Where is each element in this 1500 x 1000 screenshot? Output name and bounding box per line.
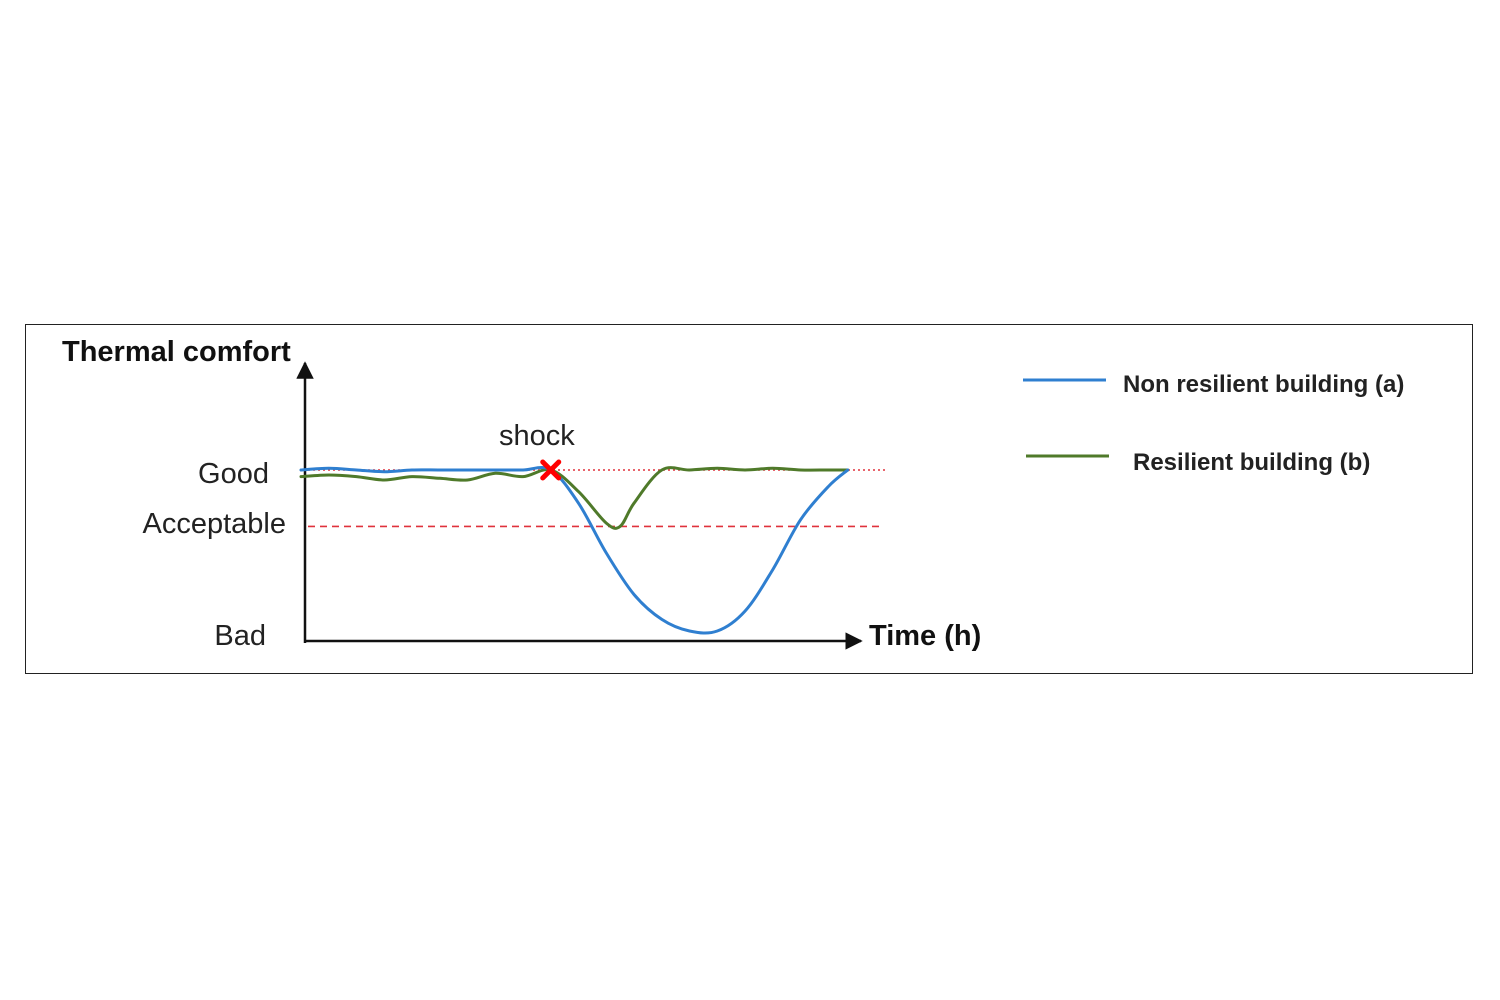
chart: Thermal comfort Time (h) Good Acceptable… bbox=[62, 336, 1404, 652]
series-line-resilient bbox=[299, 466, 850, 530]
y-axis-title: Thermal comfort bbox=[62, 336, 291, 368]
legend-label-resilient: Resilient building (b) bbox=[1133, 449, 1370, 476]
legend-label-non-resilient: Non resilient building (a) bbox=[1123, 371, 1404, 398]
level-label-acceptable: Acceptable bbox=[143, 508, 287, 540]
shock-label: shock bbox=[499, 420, 575, 452]
series-line-non-resilient bbox=[299, 466, 850, 635]
legend: Non resilient building (a) Resilient bui… bbox=[1023, 371, 1404, 476]
figure-frame: Thermal comfort Time (h) Good Acceptable… bbox=[25, 324, 1473, 674]
x-axis-title: Time (h) bbox=[869, 620, 981, 652]
level-label-good: Good bbox=[198, 458, 269, 490]
shock-x-mark-icon bbox=[540, 459, 562, 481]
series-lines bbox=[299, 466, 850, 635]
shock-event: shock bbox=[499, 420, 575, 481]
level-label-bad: Bad bbox=[214, 620, 266, 652]
